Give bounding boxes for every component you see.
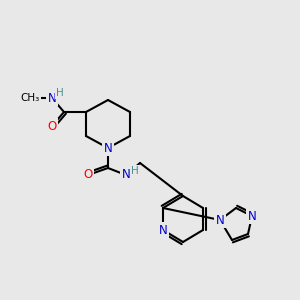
Text: N: N bbox=[48, 92, 56, 104]
Text: H: H bbox=[56, 88, 64, 98]
Text: O: O bbox=[83, 169, 93, 182]
Text: N: N bbox=[103, 142, 112, 154]
Text: N: N bbox=[122, 169, 130, 182]
Text: N: N bbox=[248, 209, 256, 223]
Text: N: N bbox=[216, 214, 224, 226]
Text: CH₃: CH₃ bbox=[20, 93, 40, 103]
Text: N: N bbox=[159, 224, 167, 236]
Text: H: H bbox=[131, 166, 139, 176]
Text: O: O bbox=[47, 119, 57, 133]
